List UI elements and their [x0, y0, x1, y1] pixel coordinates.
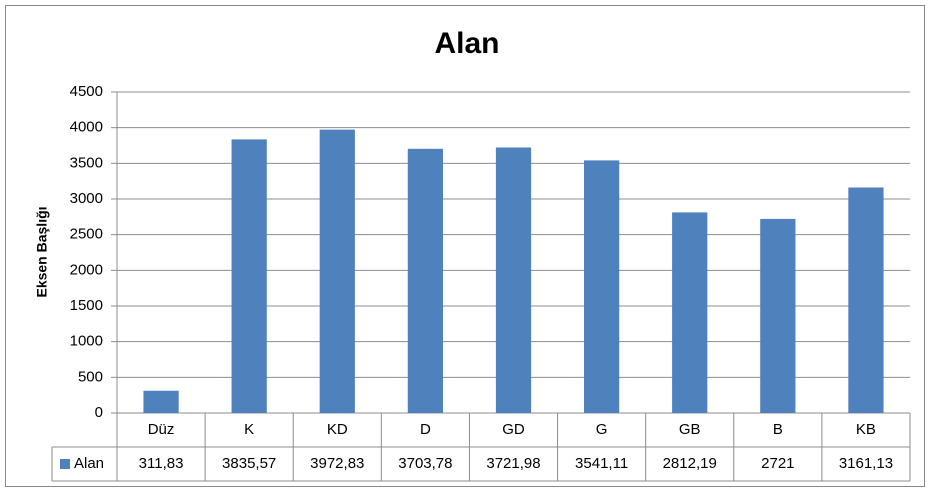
bar [583, 160, 620, 413]
y-tick-label: 1000 [70, 333, 103, 350]
y-tick-label: 3000 [70, 190, 103, 207]
table-value: 311,83 [139, 455, 184, 472]
x-tick-label: GD [502, 421, 525, 438]
y-tick-label: 4500 [70, 83, 103, 100]
x-tick-label: B [773, 421, 783, 438]
y-tick-label: 2000 [70, 261, 103, 278]
table-value: 2812,19 [663, 455, 717, 472]
table-value: 2721 [761, 455, 794, 472]
x-tick-label: KB [856, 421, 876, 438]
y-tick-label: 4000 [70, 119, 103, 136]
table-value: 3835,57 [222, 455, 276, 472]
y-tick-label: 2500 [70, 226, 103, 243]
table-value: 3972,83 [310, 455, 364, 472]
chart-title: Alan [434, 27, 499, 60]
x-tick-label: KD [327, 421, 348, 438]
x-tick-label: GB [679, 421, 701, 438]
bar [495, 147, 532, 413]
bar [407, 148, 444, 413]
table-value: 3161,13 [839, 455, 893, 472]
table-value: 3721,98 [486, 455, 540, 472]
legend-swatch [60, 459, 70, 469]
bar [848, 187, 884, 413]
x-tick-label: K [244, 421, 254, 438]
legend-label: Alan [74, 455, 104, 472]
bar [760, 218, 796, 413]
table-value: 3541,11 [575, 455, 628, 472]
bar [231, 139, 267, 414]
x-tick-label: G [596, 421, 608, 438]
y-tick-label: 1500 [70, 297, 103, 314]
bar [143, 390, 179, 413]
y-tick-label: 3500 [70, 154, 103, 171]
y-tick-label: 500 [78, 368, 103, 385]
y-axis-label: Eksen Başlığı [34, 206, 50, 297]
bar [672, 212, 708, 413]
y-tick-label: 0 [95, 404, 103, 421]
bar [319, 129, 355, 413]
x-tick-label: Düz [148, 421, 175, 438]
table-value: 3703,78 [398, 455, 452, 472]
x-tick-label: D [420, 421, 431, 438]
